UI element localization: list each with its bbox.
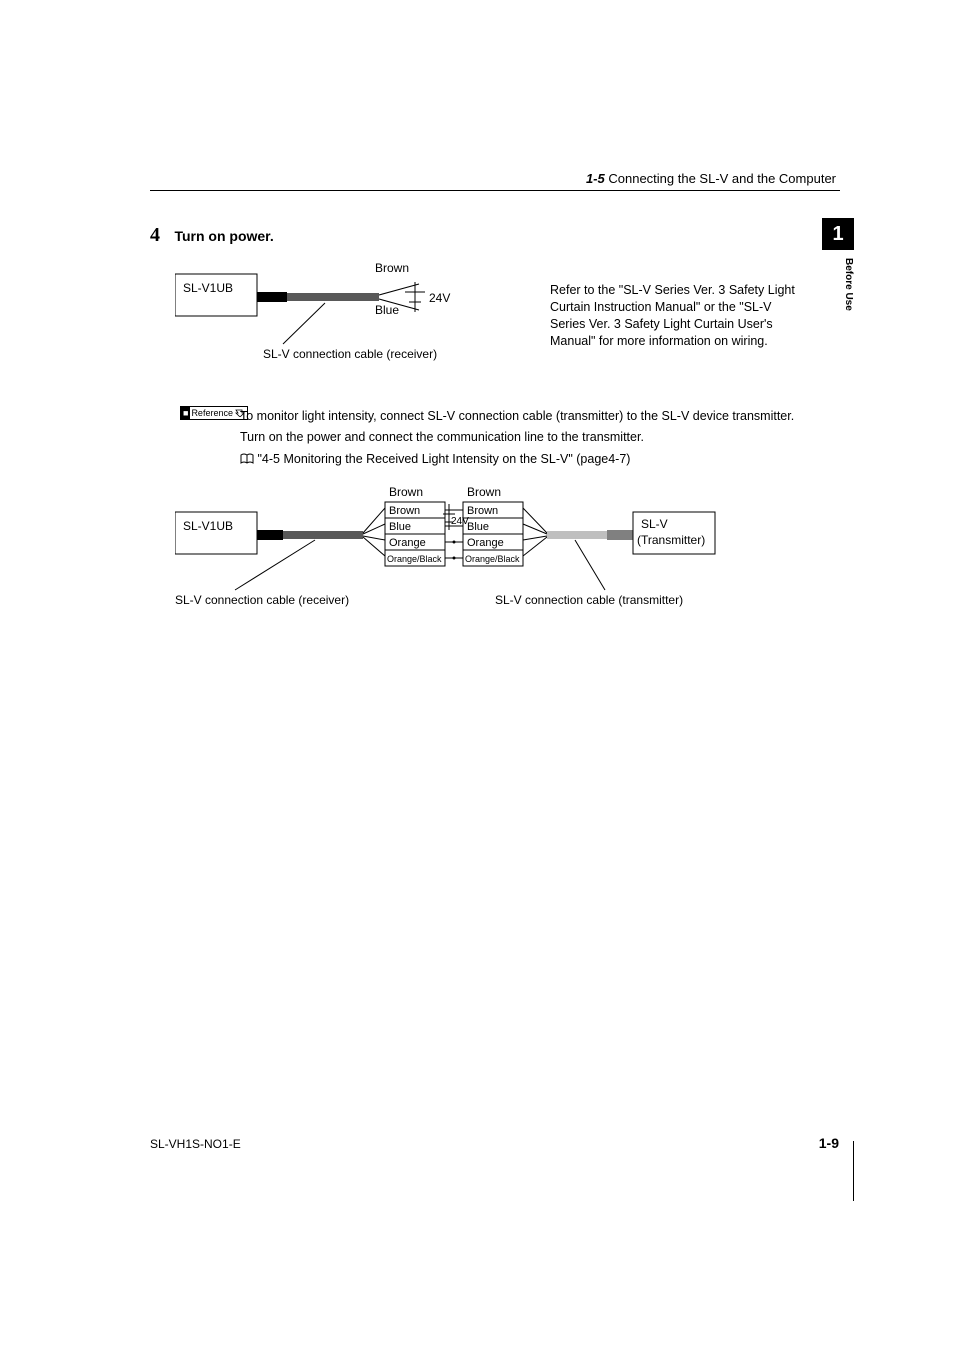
reference-tag: ■Reference (180, 406, 248, 420)
d1-voltage: 24V (429, 291, 450, 305)
section-number: 1-5 (586, 171, 605, 186)
footer-vline (853, 1141, 854, 1201)
d1-wire-blue: Blue (375, 303, 399, 317)
page: 1-5 Connecting the SL-V and the Computer… (0, 0, 954, 1351)
svg-text:Orange: Orange (389, 537, 426, 549)
running-header: 1-5 Connecting the SL-V and the Computer (586, 171, 836, 186)
chapter-tab: 1 (822, 218, 854, 250)
svg-text:Orange: Orange (467, 537, 504, 549)
d1-box-label: SL-V1UB (183, 281, 233, 295)
d2-left-box: SL-V1UB (183, 519, 233, 533)
svg-text:Blue: Blue (467, 521, 489, 533)
ref-line-3-text: "4-5 Monitoring the Received Light Inten… (257, 452, 630, 466)
step-number: 4 (150, 224, 160, 247)
footer-page-num: 1-9 (819, 1135, 839, 1151)
svg-text:Blue: Blue (389, 521, 411, 533)
d2-right-box-l1: SL-V (641, 517, 668, 531)
wiring-diagram-2: SL-V1UB Brown Blue Orange Orange/Black B… (175, 482, 735, 627)
chapter-tab-label: Before Use (822, 258, 854, 311)
ref-line-1: To monitor light intensity, connect SL-V… (240, 406, 800, 427)
d2-caption-left: SL-V connection cable (receiver) (175, 593, 349, 607)
footer-doc-id: SL-VH1S-NO1-E (150, 1137, 241, 1151)
svg-text:Orange/Black: Orange/Black (465, 554, 520, 564)
step-heading: 4 Turn on power. (150, 224, 274, 247)
svg-text:Brown: Brown (389, 505, 420, 517)
d1-wire-brown: Brown (375, 262, 409, 275)
d2-caption-right: SL-V connection cable (transmitter) (495, 593, 683, 607)
book-icon (240, 453, 254, 465)
step-title: Turn on power. (174, 228, 273, 244)
ref-line-2: Turn on the power and connect the commun… (240, 427, 800, 448)
svg-text:Orange/Black: Orange/Black (387, 554, 442, 564)
reference-body: To monitor light intensity, connect SL-V… (240, 406, 800, 470)
ref-line-3: "4-5 Monitoring the Received Light Inten… (240, 449, 800, 470)
d1-caption: SL-V connection cable (receiver) (263, 347, 437, 361)
svg-text:Brown: Brown (467, 485, 501, 499)
svg-text:Brown: Brown (467, 505, 498, 517)
section-title: Connecting the SL-V and the Computer (608, 171, 836, 186)
note-text: Refer to the "SL-V Series Ver. 3 Safety … (550, 282, 810, 350)
header-rule: 1-5 Connecting the SL-V and the Computer (150, 190, 840, 191)
d2-voltage: 24V (451, 516, 469, 527)
d2-right-box-l2: (Transmitter) (637, 533, 705, 547)
wiring-diagram-1: SL-V1UB 24V Brown Blue SL-V connection c… (175, 262, 535, 382)
reference-label: Reference (191, 408, 233, 418)
svg-text:Brown: Brown (389, 485, 423, 499)
